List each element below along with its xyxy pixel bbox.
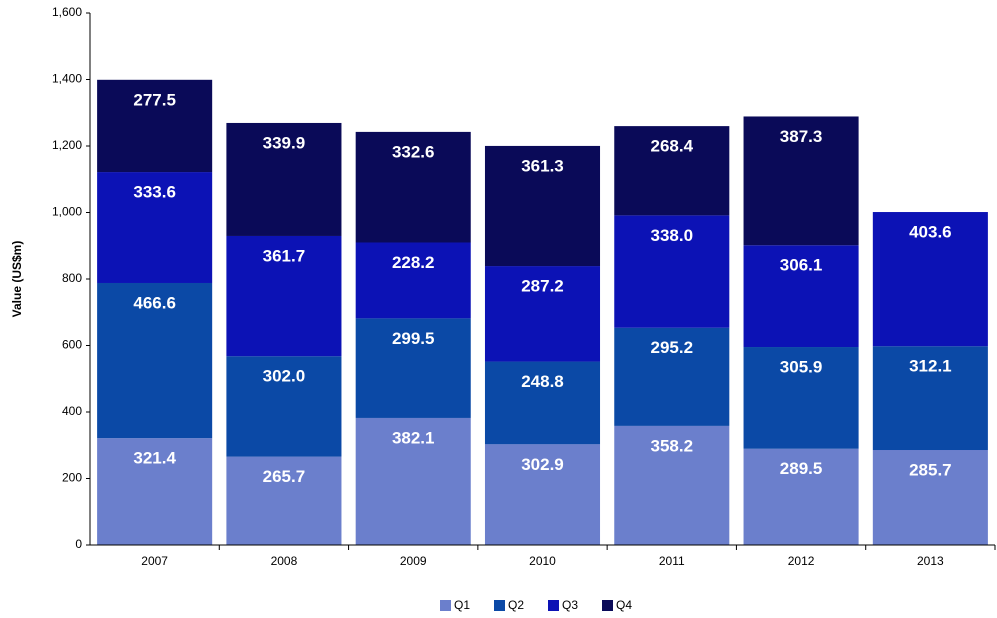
value-label: 268.4 xyxy=(651,137,694,156)
bar-segment xyxy=(484,145,601,267)
y-tick-label: 0 xyxy=(75,537,82,551)
value-label: 265.7 xyxy=(263,467,306,486)
x-tick-label: 2010 xyxy=(529,554,556,568)
y-tick-label: 600 xyxy=(62,338,82,352)
x-tick-label: 2013 xyxy=(917,554,944,568)
bar-segment xyxy=(226,356,342,457)
y-tick-label: 400 xyxy=(62,404,82,418)
value-label: 295.2 xyxy=(651,338,694,357)
x-tick-label: 2009 xyxy=(400,554,427,568)
legend-label: Q2 xyxy=(508,598,524,612)
x-tick-label: 2008 xyxy=(271,554,298,568)
y-tick-label: 1,000 xyxy=(52,205,82,219)
bar-segment xyxy=(614,215,730,328)
bar-segment xyxy=(614,126,730,216)
y-tick-label: 1,200 xyxy=(52,138,82,152)
legend-swatch xyxy=(494,600,505,611)
bar-segment xyxy=(97,438,213,545)
value-label: 228.2 xyxy=(392,253,435,272)
value-label: 299.5 xyxy=(392,329,435,348)
bar-segment xyxy=(484,266,601,362)
x-tick-label: 2012 xyxy=(788,554,815,568)
value-label: 306.1 xyxy=(780,256,823,275)
bar-segment xyxy=(614,425,730,545)
legend-label: Q1 xyxy=(454,598,470,612)
bar-segment xyxy=(226,122,342,236)
value-label: 403.6 xyxy=(909,223,952,242)
y-tick-label: 200 xyxy=(62,471,82,485)
value-label: 287.2 xyxy=(521,277,564,296)
bar-segment xyxy=(872,212,988,347)
bar-segment xyxy=(97,172,213,283)
legend-label: Q3 xyxy=(562,598,578,612)
value-label: 333.6 xyxy=(133,183,176,202)
bar-segment xyxy=(355,131,471,243)
value-label: 305.9 xyxy=(780,358,823,377)
y-tick-label: 800 xyxy=(62,271,82,285)
value-label: 382.1 xyxy=(392,428,435,447)
bar-segment xyxy=(226,235,342,357)
legend-swatch xyxy=(602,600,613,611)
x-tick-label: 2007 xyxy=(141,554,168,568)
x-tick-label: 2011 xyxy=(659,554,685,568)
value-label: 248.8 xyxy=(521,372,564,391)
value-label: 312.1 xyxy=(909,357,952,376)
value-label: 466.6 xyxy=(133,293,176,312)
value-label: 332.6 xyxy=(392,142,435,161)
y-axis-label: Value (US$m) xyxy=(10,241,24,318)
value-label: 285.7 xyxy=(909,460,952,479)
legend-swatch xyxy=(548,600,559,611)
value-label: 302.9 xyxy=(521,455,564,474)
value-label: 361.7 xyxy=(263,246,306,265)
value-label: 277.5 xyxy=(133,90,176,109)
value-label: 358.2 xyxy=(651,436,694,455)
value-label: 302.0 xyxy=(263,367,306,386)
bar-segment xyxy=(484,361,601,445)
bar-segment xyxy=(226,456,342,545)
value-label: 339.9 xyxy=(263,133,306,152)
bar-segment xyxy=(355,318,471,418)
bar-segment xyxy=(872,346,988,451)
legend-swatch xyxy=(440,600,451,611)
bar-segment xyxy=(355,242,471,319)
bar-segment xyxy=(743,448,859,545)
bar-segment xyxy=(743,347,859,449)
legend-label: Q4 xyxy=(616,598,632,612)
bar-segment xyxy=(743,245,859,348)
bar-segment xyxy=(97,79,213,173)
value-label: 338.0 xyxy=(651,226,694,245)
value-label: 361.3 xyxy=(521,156,564,175)
value-label: 387.3 xyxy=(780,127,823,146)
bar-segment xyxy=(355,417,471,545)
bar-segment xyxy=(872,450,988,545)
y-tick-label: 1,400 xyxy=(52,72,82,86)
value-label: 321.4 xyxy=(133,449,176,468)
bar-segment xyxy=(484,444,601,545)
bar-segment xyxy=(97,282,213,439)
value-label: 289.5 xyxy=(780,459,823,478)
y-tick-label: 1,600 xyxy=(52,5,82,19)
bar-segment xyxy=(743,116,859,246)
bar-segment xyxy=(614,327,730,426)
